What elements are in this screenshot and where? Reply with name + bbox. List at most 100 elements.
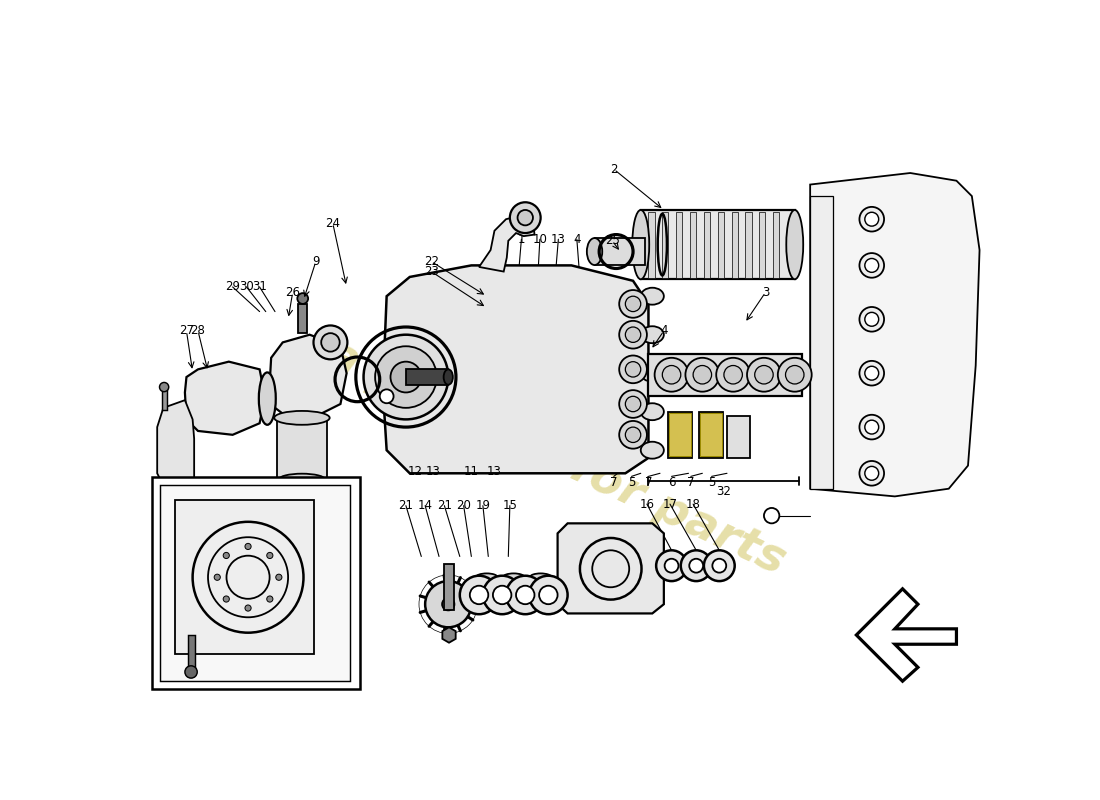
Bar <box>640 210 794 279</box>
Circle shape <box>625 327 640 342</box>
Text: 15: 15 <box>503 499 517 512</box>
Circle shape <box>865 420 879 434</box>
Polygon shape <box>856 589 957 682</box>
Bar <box>188 635 195 667</box>
Bar <box>277 415 328 481</box>
Text: 23: 23 <box>424 265 439 278</box>
Bar <box>704 211 711 278</box>
Circle shape <box>379 390 394 403</box>
Bar <box>162 389 167 410</box>
Polygon shape <box>442 627 455 642</box>
Ellipse shape <box>641 442 664 458</box>
Polygon shape <box>185 362 265 435</box>
Circle shape <box>763 508 779 523</box>
Circle shape <box>625 427 640 442</box>
Ellipse shape <box>632 210 649 279</box>
Text: 7: 7 <box>645 476 652 489</box>
Ellipse shape <box>786 210 803 279</box>
Circle shape <box>865 466 879 480</box>
Text: 30: 30 <box>239 281 254 294</box>
Circle shape <box>690 558 703 573</box>
Bar <box>444 564 453 610</box>
Bar <box>698 412 723 458</box>
Bar <box>690 211 696 278</box>
Bar <box>810 196 834 489</box>
Bar <box>594 238 645 266</box>
Circle shape <box>160 382 168 392</box>
Polygon shape <box>480 215 535 271</box>
Circle shape <box>223 552 230 558</box>
Circle shape <box>619 321 647 349</box>
Polygon shape <box>383 266 649 474</box>
Circle shape <box>625 396 640 412</box>
Polygon shape <box>558 523 664 614</box>
Text: 17: 17 <box>662 498 678 510</box>
Text: 5: 5 <box>628 476 635 489</box>
Text: 13: 13 <box>487 466 502 478</box>
Circle shape <box>859 207 884 231</box>
Ellipse shape <box>641 365 664 382</box>
Circle shape <box>713 558 726 573</box>
Bar <box>668 412 692 458</box>
Text: 10: 10 <box>532 233 548 246</box>
Circle shape <box>245 605 251 611</box>
Text: A: A <box>383 391 390 402</box>
Circle shape <box>625 296 640 311</box>
Ellipse shape <box>641 288 664 305</box>
Circle shape <box>619 290 647 318</box>
Text: 2: 2 <box>610 162 617 176</box>
Circle shape <box>704 550 735 581</box>
Circle shape <box>865 212 879 226</box>
Text: 25: 25 <box>605 234 619 247</box>
Text: 13: 13 <box>426 466 440 478</box>
Bar <box>406 370 449 385</box>
Bar <box>773 211 779 278</box>
Text: 21: 21 <box>398 499 414 512</box>
Circle shape <box>517 210 534 226</box>
Text: 32: 32 <box>716 485 732 498</box>
Circle shape <box>859 461 884 486</box>
Bar <box>676 211 682 278</box>
Circle shape <box>656 550 686 581</box>
Text: 3: 3 <box>762 286 769 299</box>
Ellipse shape <box>530 574 551 581</box>
Circle shape <box>493 586 512 604</box>
Ellipse shape <box>279 474 326 486</box>
Text: 30: 30 <box>166 662 179 672</box>
Bar <box>160 485 351 682</box>
Bar <box>669 414 691 456</box>
Circle shape <box>664 558 679 573</box>
Ellipse shape <box>641 403 664 420</box>
Text: 11: 11 <box>464 466 478 478</box>
Bar <box>717 211 724 278</box>
Text: 20: 20 <box>456 499 471 512</box>
Circle shape <box>865 366 879 380</box>
Circle shape <box>859 307 884 332</box>
Bar <box>649 211 654 278</box>
Text: 26: 26 <box>285 286 300 299</box>
Text: A: A <box>768 510 776 521</box>
Ellipse shape <box>503 574 525 581</box>
Text: 27: 27 <box>179 324 194 338</box>
Circle shape <box>460 576 498 614</box>
Polygon shape <box>157 400 195 493</box>
Text: 5: 5 <box>708 476 715 489</box>
Text: 8: 8 <box>499 233 507 246</box>
Circle shape <box>654 358 689 392</box>
Circle shape <box>747 358 781 392</box>
Text: 29: 29 <box>226 281 240 294</box>
Circle shape <box>859 361 884 386</box>
Circle shape <box>865 258 879 272</box>
Bar <box>298 304 307 333</box>
Circle shape <box>785 366 804 384</box>
Circle shape <box>529 576 568 614</box>
Circle shape <box>390 362 421 393</box>
Text: 4: 4 <box>573 233 581 246</box>
Ellipse shape <box>586 238 603 265</box>
Circle shape <box>375 346 437 408</box>
Text: 19: 19 <box>475 499 491 512</box>
Polygon shape <box>270 334 346 419</box>
Circle shape <box>425 581 472 627</box>
Bar <box>175 500 314 654</box>
Circle shape <box>266 552 273 558</box>
